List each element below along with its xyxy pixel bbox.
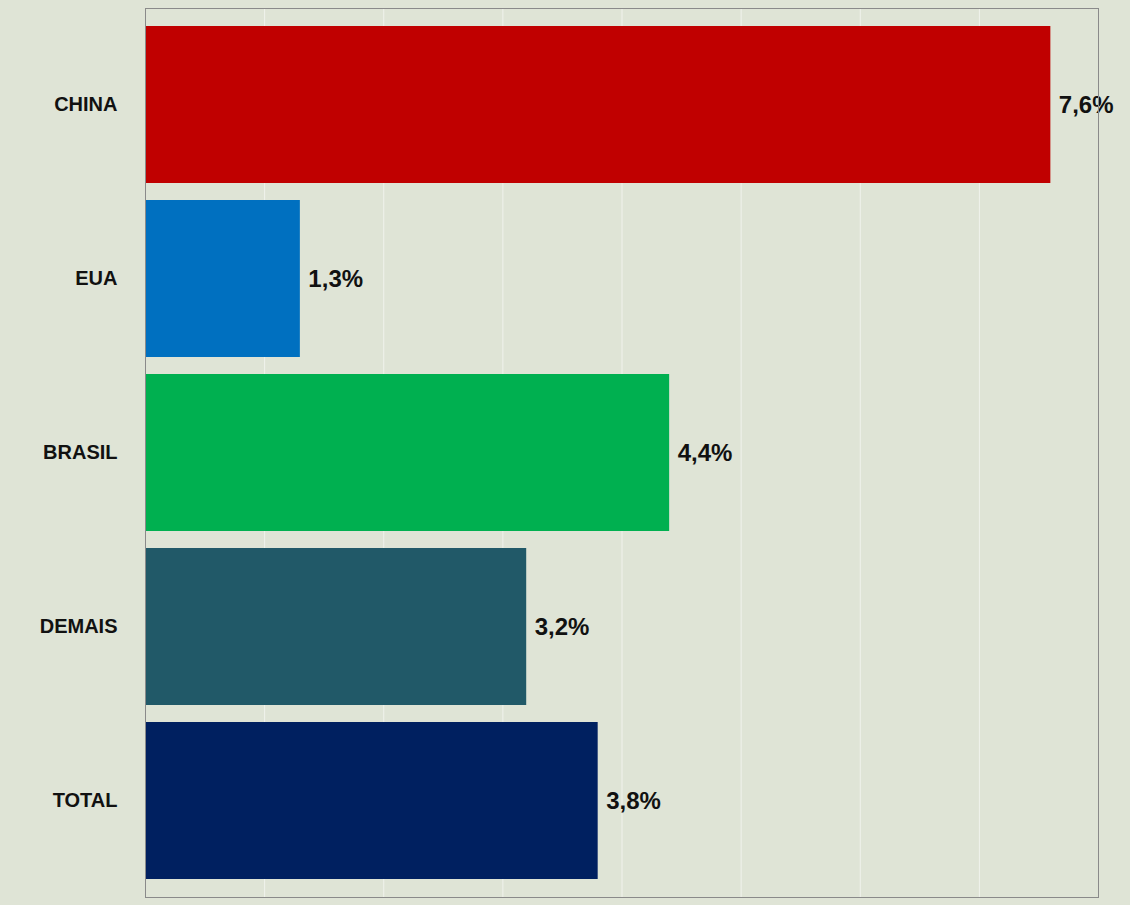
svg-text:BRASIL: BRASIL — [43, 441, 117, 463]
svg-text:3,2%: 3,2% — [535, 613, 590, 640]
svg-text:1,3%: 1,3% — [308, 265, 363, 292]
svg-text:7,6%: 7,6% — [1059, 91, 1114, 118]
svg-text:DEMAIS: DEMAIS — [40, 615, 118, 637]
svg-text:3,8%: 3,8% — [606, 787, 661, 814]
svg-text:4,4%: 4,4% — [678, 439, 733, 466]
svg-text:EUA: EUA — [75, 267, 117, 289]
svg-text:CHINA: CHINA — [54, 93, 117, 115]
svg-text:TOTAL: TOTAL — [53, 789, 118, 811]
